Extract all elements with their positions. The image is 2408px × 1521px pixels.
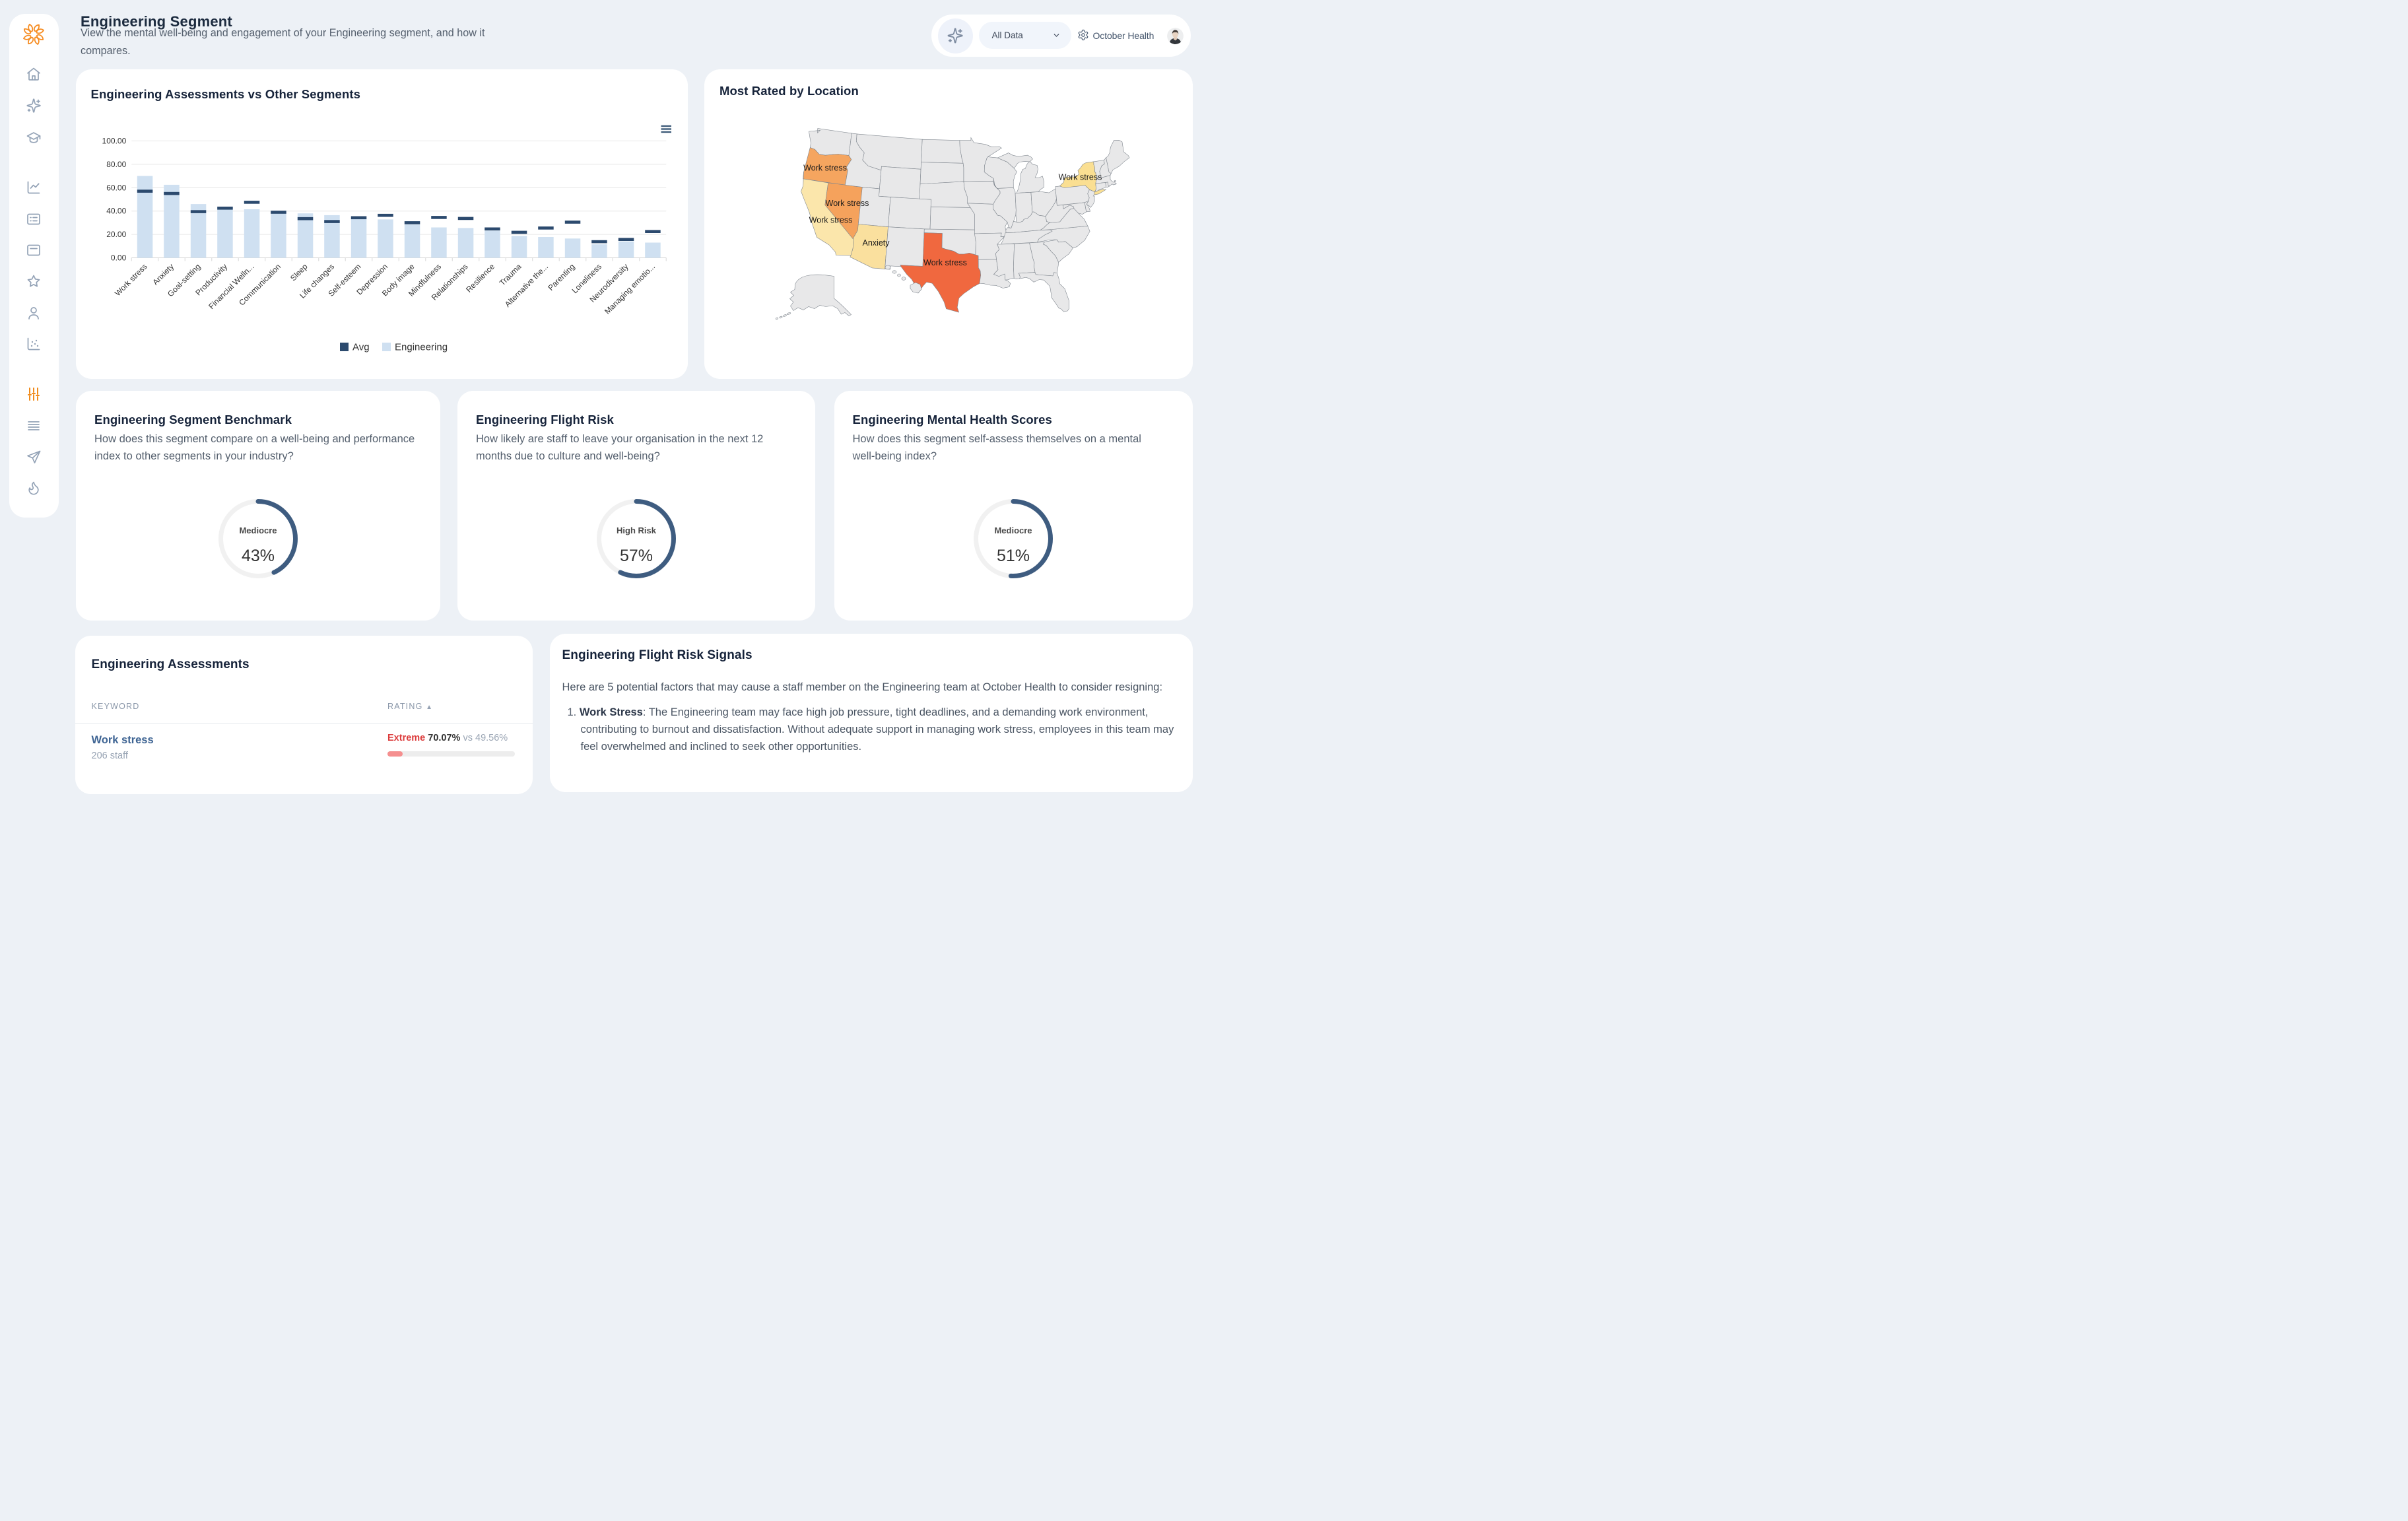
- svg-text:Work stress: Work stress: [809, 216, 852, 225]
- svg-text:43%: 43%: [242, 547, 275, 565]
- svg-text:40.00: 40.00: [106, 207, 126, 216]
- svg-text:Mediocre: Mediocre: [995, 525, 1032, 535]
- svg-text:High Risk: High Risk: [617, 525, 657, 535]
- svg-text:Avg: Avg: [352, 342, 370, 353]
- svg-text:0.00: 0.00: [111, 254, 127, 263]
- svg-text:Mediocre: Mediocre: [239, 525, 277, 535]
- svg-text:Resilience: Resilience: [464, 261, 496, 294]
- svg-text:20.00: 20.00: [106, 230, 126, 239]
- svg-text:100.00: 100.00: [102, 137, 127, 146]
- svg-text:Managing emotio...: Managing emotio...: [603, 262, 657, 316]
- svg-text:Work stress: Work stress: [113, 262, 149, 298]
- svg-text:60.00: 60.00: [106, 183, 126, 192]
- svg-text:Work stress: Work stress: [825, 199, 869, 208]
- svg-text:Engineering: Engineering: [395, 342, 448, 353]
- svg-text:Work stress: Work stress: [923, 258, 967, 267]
- svg-text:Work stress: Work stress: [803, 164, 847, 173]
- svg-text:Work stress: Work stress: [1058, 173, 1102, 182]
- svg-text:Trauma: Trauma: [498, 261, 523, 287]
- svg-text:Financial Welln...: Financial Welln...: [207, 262, 255, 311]
- svg-text:Anxiety: Anxiety: [862, 238, 890, 248]
- svg-text:Sleep: Sleep: [288, 261, 310, 283]
- svg-text:57%: 57%: [620, 547, 653, 565]
- svg-text:80.00: 80.00: [106, 160, 126, 169]
- svg-text:51%: 51%: [997, 547, 1030, 565]
- svg-text:Anxiety: Anxiety: [150, 262, 176, 287]
